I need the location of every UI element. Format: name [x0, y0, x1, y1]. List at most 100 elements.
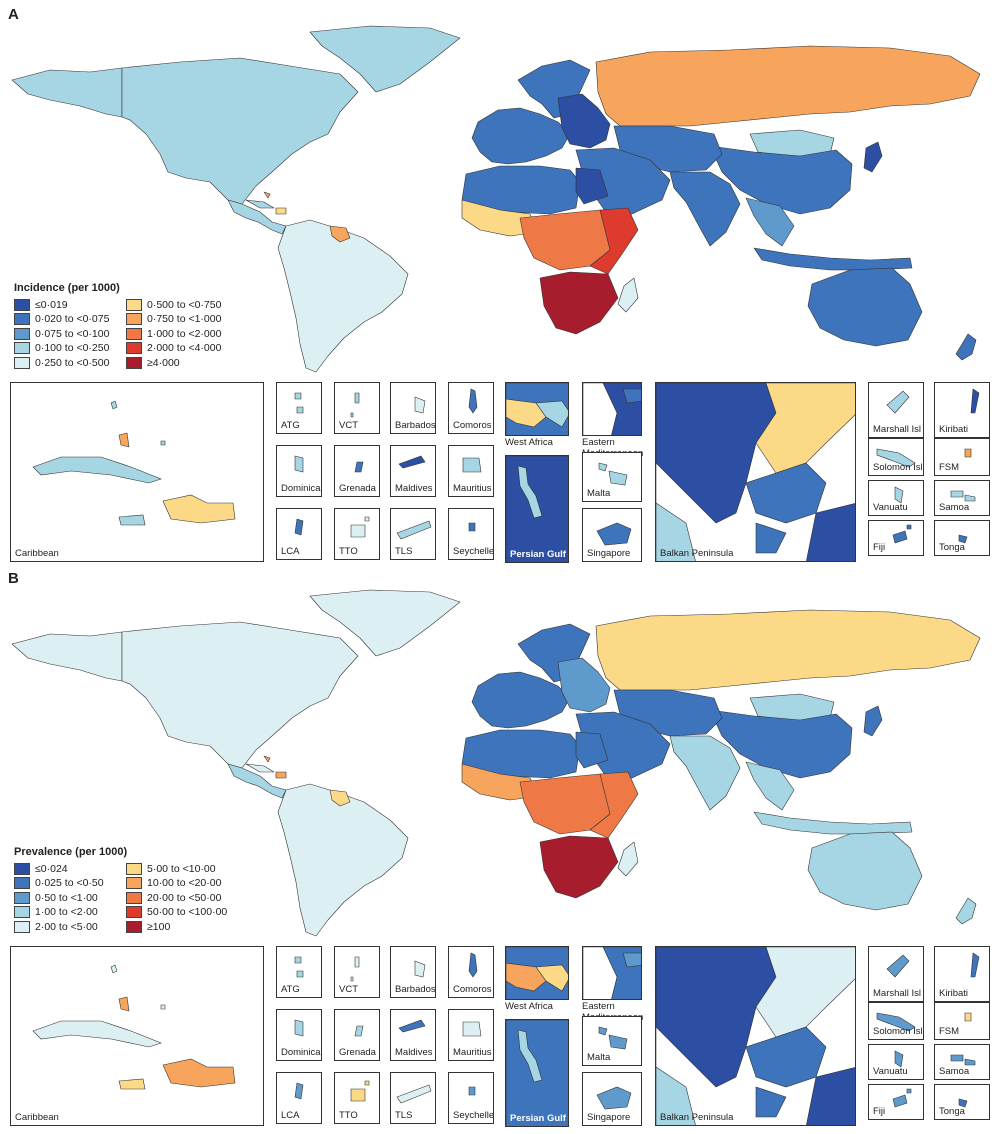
inset-label: Grenada — [339, 1047, 376, 1058]
legend-swatch — [14, 891, 30, 904]
inset-tonga: Tonga — [934, 520, 990, 556]
inset-label: Solomon Isl — [873, 1026, 923, 1037]
shape-caribbean — [118, 996, 130, 1012]
region-new-zealand — [955, 333, 977, 361]
region-hispaniola — [275, 771, 287, 779]
shape-balkan-peninsula — [806, 1067, 855, 1125]
inset-label: Dominica — [281, 483, 321, 494]
inset-label: FSM — [939, 1026, 960, 1037]
region-india — [669, 735, 741, 811]
legend-item: ≤0·019 — [14, 298, 124, 312]
inset-tto: TTO — [334, 1072, 380, 1124]
legend-label: ≥4·000 — [147, 356, 180, 369]
shape-solomon — [876, 448, 916, 468]
legend-label: 0·750 to <1·000 — [147, 313, 222, 326]
inset-shape-atg — [294, 392, 304, 414]
shape-balkan-peninsula — [656, 502, 696, 561]
shape-balkan-peninsula — [745, 462, 827, 524]
inset-label: Mauritius — [453, 483, 492, 494]
region-madagascar — [617, 841, 639, 877]
inset-label: Persian Gulf — [510, 1113, 566, 1124]
legend-swatch — [14, 862, 30, 875]
inset-shape-malta — [598, 462, 628, 486]
region-south-america — [277, 219, 409, 373]
legend-label: 5·00 to <10·00 — [147, 862, 216, 875]
legend-item: 0·020 to <0·075 — [14, 313, 124, 327]
region-north-america — [121, 57, 359, 205]
legend-label: 50·00 to <100·00 — [147, 906, 228, 919]
inset-label: Kiribati — [939, 424, 969, 435]
inset-dominica: Dominica — [276, 1009, 322, 1061]
inset-label: Marshall Isl — [873, 988, 922, 999]
inset-shape-fiji — [892, 524, 912, 544]
shape-vct — [350, 976, 354, 982]
inset-shape-grenada — [354, 1025, 364, 1037]
inset-label: Barbados — [395, 984, 436, 995]
legend-item: ≥4·000 — [126, 356, 246, 370]
region-guyana — [329, 225, 351, 243]
shape-vanuatu — [894, 1050, 904, 1068]
inset-vct: VCT — [334, 946, 380, 998]
inset-lca: LCA — [276, 1072, 322, 1124]
inset-label: LCA — [281, 546, 300, 557]
legend-swatch — [14, 920, 30, 933]
shape-caribbean — [32, 1020, 162, 1048]
legend-item: 10·00 to <20·00 — [126, 877, 246, 891]
legend-item: 2·00 to <5·00 — [14, 920, 124, 934]
legend-label: 2·000 to <4·000 — [147, 342, 222, 355]
shape-singapore — [596, 1086, 632, 1110]
shape-eastern-mediterranean — [583, 947, 618, 999]
shape-lca — [294, 518, 304, 536]
inset-caribbean: Caribbean — [10, 946, 264, 1126]
region-australia — [807, 267, 923, 347]
inset-label: ATG — [281, 984, 300, 995]
region-eastern-europe — [557, 657, 611, 713]
inset-fiji: Fiji — [868, 520, 924, 556]
inset-shape-seychelles — [468, 1086, 476, 1096]
world-map — [10, 22, 992, 377]
inset-shape-mauritius — [462, 457, 482, 473]
legend: Incidence (per 1000) ≤0·019 0·500 to <0·75… — [14, 282, 246, 370]
inset-shape-comoros — [468, 952, 478, 978]
legend-label: 2·00 to <5·00 — [35, 920, 98, 933]
inset-label: Dominica — [281, 1047, 321, 1058]
shape-eastern-mediterranean — [622, 952, 641, 968]
shape-fiji — [906, 524, 912, 530]
inset-shape-singapore — [596, 1086, 632, 1110]
inset-seychelles: Seychelles — [448, 1072, 494, 1124]
legend-swatch — [126, 862, 142, 875]
region-southeast-asia — [745, 761, 795, 811]
inset-label: Vanuatu — [873, 1066, 908, 1077]
shape-mauritius — [462, 457, 482, 473]
inset-solomon: Solomon Isl — [868, 438, 924, 476]
legend: Prevalence (per 1000) ≤0·024 5·00 to <10·0… — [14, 846, 246, 934]
inset-vanuatu: Vanuatu — [868, 480, 924, 516]
legend-title: Incidence (per 1000) — [14, 282, 120, 294]
inset-shape-dominica — [294, 1019, 304, 1037]
legend-label: ≤0·019 — [35, 298, 68, 311]
legend-item: 0·500 to <0·750 — [126, 298, 246, 312]
legend-item: 2·000 to <4·000 — [126, 342, 246, 356]
shape-grenada — [354, 1025, 364, 1037]
inset-label: Maldives — [395, 483, 433, 494]
legend-label: 0·250 to <0·500 — [35, 356, 110, 369]
shape-lca — [294, 1082, 304, 1100]
inset-shape-vct — [350, 392, 360, 418]
inset-tls: TLS — [390, 508, 436, 560]
legend-label: 1·000 to <2·000 — [147, 327, 222, 340]
inset-tls: TLS — [390, 1072, 436, 1124]
inset-shape-caribbean — [32, 964, 236, 1090]
inset-comoros: Comoros — [448, 946, 494, 998]
inset-label: TLS — [395, 546, 413, 557]
shape-tonga — [958, 534, 968, 544]
inset-shape-fiji — [892, 1088, 912, 1108]
region-russia — [595, 45, 981, 127]
inset-fsm: FSM — [934, 438, 990, 476]
panel-letter: A — [8, 6, 19, 23]
legend-label: ≥100 — [147, 920, 171, 933]
inset-shape-solomon — [876, 1012, 916, 1032]
shape-dominica — [294, 455, 304, 473]
inset-atg: ATG — [276, 382, 322, 434]
inset-barbados: Barbados — [390, 946, 436, 998]
legend-item: 0·100 to <0·250 — [14, 342, 124, 356]
